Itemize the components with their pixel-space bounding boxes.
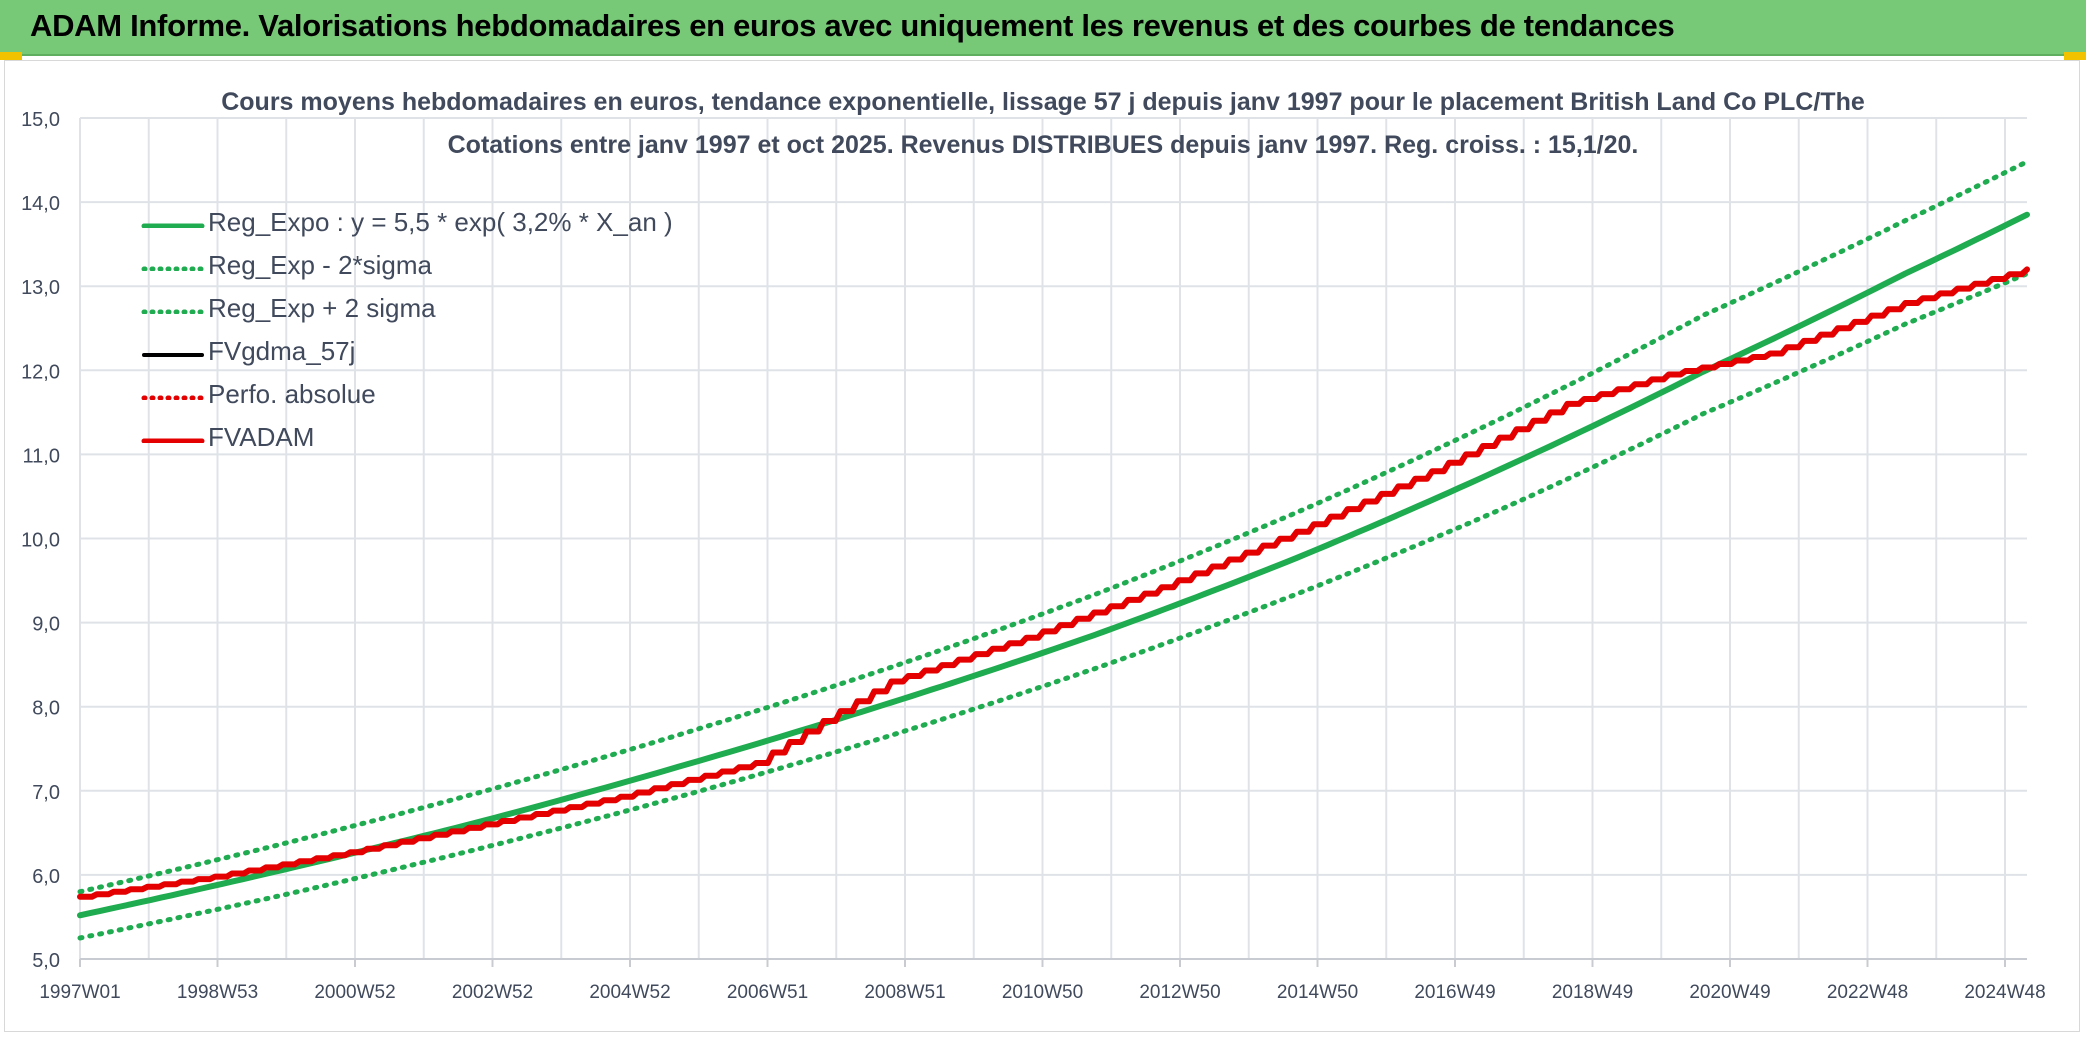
x-tick-label: 2012W50 <box>1139 982 1220 1003</box>
y-tick-label: 9,0 <box>32 614 60 636</box>
y-tick-label: 7,0 <box>32 782 60 804</box>
x-tick-label: 2008W51 <box>864 982 945 1003</box>
y-tick-label: 12,0 <box>21 361 60 383</box>
x-tick-label: 2024W48 <box>1964 982 2045 1003</box>
y-tick-label: 6,0 <box>32 866 60 888</box>
corner-marker-left <box>0 52 22 60</box>
y-tick-label: 10,0 <box>21 530 60 552</box>
x-tick-label: 2006W51 <box>727 982 808 1003</box>
x-tick-label: 2018W49 <box>1552 982 1633 1003</box>
series-line-6 <box>77 266 2030 900</box>
y-tick-label: 14,0 <box>21 193 60 215</box>
grid-layer <box>79 117 2027 960</box>
y-tick-label: 11,0 <box>23 445 60 467</box>
report-banner: ADAM Informe. Valorisations hebdomadaire… <box>0 0 2086 56</box>
corner-marker-right <box>2064 52 2086 60</box>
legend-swatch <box>141 266 205 271</box>
x-tick-label: 1998W53 <box>177 982 258 1003</box>
series-line-3 <box>77 159 2030 895</box>
series-layer <box>77 159 2030 941</box>
y-tick-label: 5,0 <box>32 950 60 972</box>
legend-label: FVADAM <box>208 422 315 452</box>
x-tick-label: 2004W52 <box>589 982 670 1003</box>
chart-subtitle: Cotations entre janv 1997 et oct 2025. R… <box>447 131 1639 159</box>
x-tick-label: 1997W01 <box>39 982 120 1003</box>
x-tick-label: 2016W49 <box>1414 982 1495 1003</box>
legend-label: Reg_Exp + 2 sigma <box>208 293 436 323</box>
report-title: ADAM Informe. Valorisations hebdomadaire… <box>30 8 1675 43</box>
legend-label: Reg_Exp - 2*sigma <box>208 250 432 280</box>
chart-title: Cours moyens hebdomadaires en euros, ten… <box>221 88 1865 116</box>
legend-label: Perfo. absolue <box>208 379 376 409</box>
x-tick-label: 2022W48 <box>1827 982 1908 1003</box>
legend-label: Reg_Expo : y = 5,5 * exp( 3,2% * X_an ) <box>208 207 673 237</box>
x-tick-label: 2020W49 <box>1689 982 1770 1003</box>
x-tick-label: 2000W52 <box>314 982 395 1003</box>
y-tick-label: 13,0 <box>21 277 60 299</box>
x-tick-label: 2002W52 <box>452 982 533 1003</box>
y-tick-label: 8,0 <box>32 698 60 720</box>
x-tick-label: 2014W50 <box>1277 982 1358 1003</box>
y-tick-label: 15,0 <box>21 109 60 131</box>
legend-swatch <box>141 438 205 443</box>
legend-swatch <box>142 353 204 357</box>
x-tick-label: 2010W50 <box>1002 982 1083 1003</box>
legend-swatch <box>141 395 205 400</box>
series-line-2 <box>77 271 2030 941</box>
axis-layer: 5,0 6,0 7,0 8,0 9,0 10,0 11,0 12,0 13,0 14,0 15,0 1… <box>21 109 2046 1003</box>
legend-label: FVgdma_57j <box>208 336 356 366</box>
legend-swatch <box>141 309 205 314</box>
legend-swatch <box>141 223 205 228</box>
